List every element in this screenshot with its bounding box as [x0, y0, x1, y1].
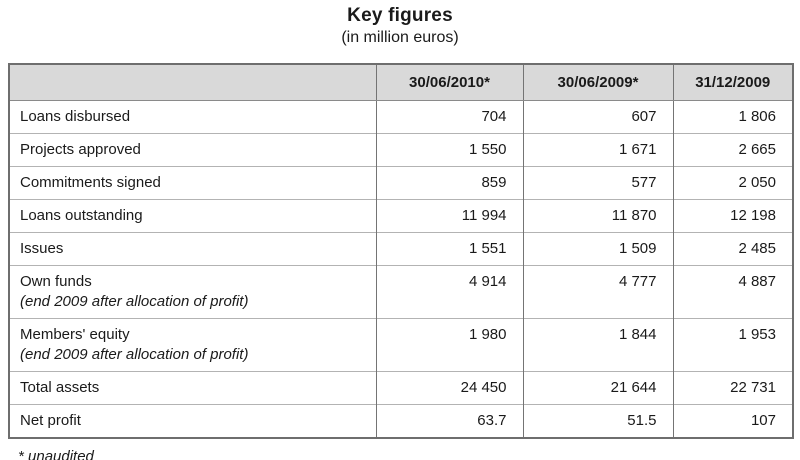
- row-label-sub: (end 2009 after allocation of profit): [20, 345, 249, 363]
- row-label: Projects approved: [9, 132, 376, 166]
- row-label: Loans disbursed: [20, 107, 131, 125]
- header-col-2009-june: 30/06/2009*: [522, 64, 673, 101]
- table-row: Members' equity (end 2009 after allocati…: [9, 317, 793, 371]
- table-row: Loans disbursed 704 607 1 806: [9, 100, 793, 133]
- row-value: 21 644: [522, 370, 673, 404]
- row-value: 1 550: [375, 132, 523, 166]
- key-figures-table: 30/06/2010* 30/06/2009* 31/12/2009 Loans…: [8, 63, 794, 439]
- row-value: 24 450: [375, 370, 523, 404]
- row-value: 1 980: [375, 317, 523, 371]
- row-value: 4 914: [375, 264, 523, 318]
- row-label: Net profit: [9, 403, 376, 438]
- row-value: 4 777: [522, 264, 673, 318]
- table-row: Net profit 63.7 51.5 107: [9, 403, 793, 438]
- table-row: Issues 1 551 1 509 2 485: [9, 231, 793, 265]
- row-label-main: Members' equity: [20, 325, 130, 343]
- row-value: 12 198: [672, 198, 793, 232]
- unaudited-footnote: * unaudited: [18, 447, 94, 460]
- page-subtitle: (in million euros): [341, 29, 459, 46]
- row-label: Members' equity (end 2009 after allocati…: [9, 317, 376, 371]
- row-label: Total assets: [9, 370, 376, 404]
- table-row: Loans outstanding 11 994 11 870 12 198: [9, 198, 793, 232]
- row-value: 859: [375, 165, 523, 199]
- row-value: 1 844: [522, 317, 673, 371]
- row-label-main: Own funds: [20, 272, 92, 290]
- row-label: Issues: [9, 231, 376, 265]
- header-col-2010: 30/06/2010*: [375, 64, 523, 101]
- row-value: 1 551: [375, 231, 523, 265]
- header-empty-cell: [9, 64, 376, 101]
- row-value: 704: [375, 100, 523, 133]
- row-label: Loans outstanding: [9, 198, 376, 232]
- row-value: 11 870: [522, 198, 673, 232]
- row-value: 2 050: [672, 165, 793, 199]
- row-value: 1 509: [522, 231, 673, 265]
- row-value: 2 485: [672, 231, 793, 265]
- row-value: 1 806: [672, 100, 793, 133]
- row-label: Commitments signed: [9, 165, 376, 199]
- row-value: 4 887: [672, 264, 793, 318]
- row-label-sub: (end 2009 after allocation of profit): [20, 292, 249, 310]
- row-value: 107: [672, 403, 793, 438]
- table-row: Projects approved 1 550 1 671 2 665: [9, 132, 793, 166]
- row-value: 2 665: [672, 132, 793, 166]
- row-value: 22 731: [672, 370, 793, 404]
- header-col-2009-dec: 31/12/2009: [672, 64, 793, 101]
- row-value: 1 953: [672, 317, 793, 371]
- row-value: 51.5: [522, 403, 673, 438]
- row-label: Own funds (end 2009 after allocation of …: [9, 264, 376, 318]
- row-value: 1 671: [522, 132, 673, 166]
- row-value: 577: [522, 165, 673, 199]
- table-row: Total assets 24 450 21 644 22 731: [9, 370, 793, 404]
- row-value: 607: [522, 100, 673, 133]
- table-row: Own funds (end 2009 after allocation of …: [9, 264, 793, 318]
- row-value: 11 994: [375, 198, 523, 232]
- row-value: 63.7: [375, 403, 523, 438]
- page-title: Key figures: [347, 5, 453, 26]
- table-row: Commitments signed 859 577 2 050: [9, 165, 793, 199]
- table-header-row: 30/06/2010* 30/06/2009* 31/12/2009: [9, 64, 793, 101]
